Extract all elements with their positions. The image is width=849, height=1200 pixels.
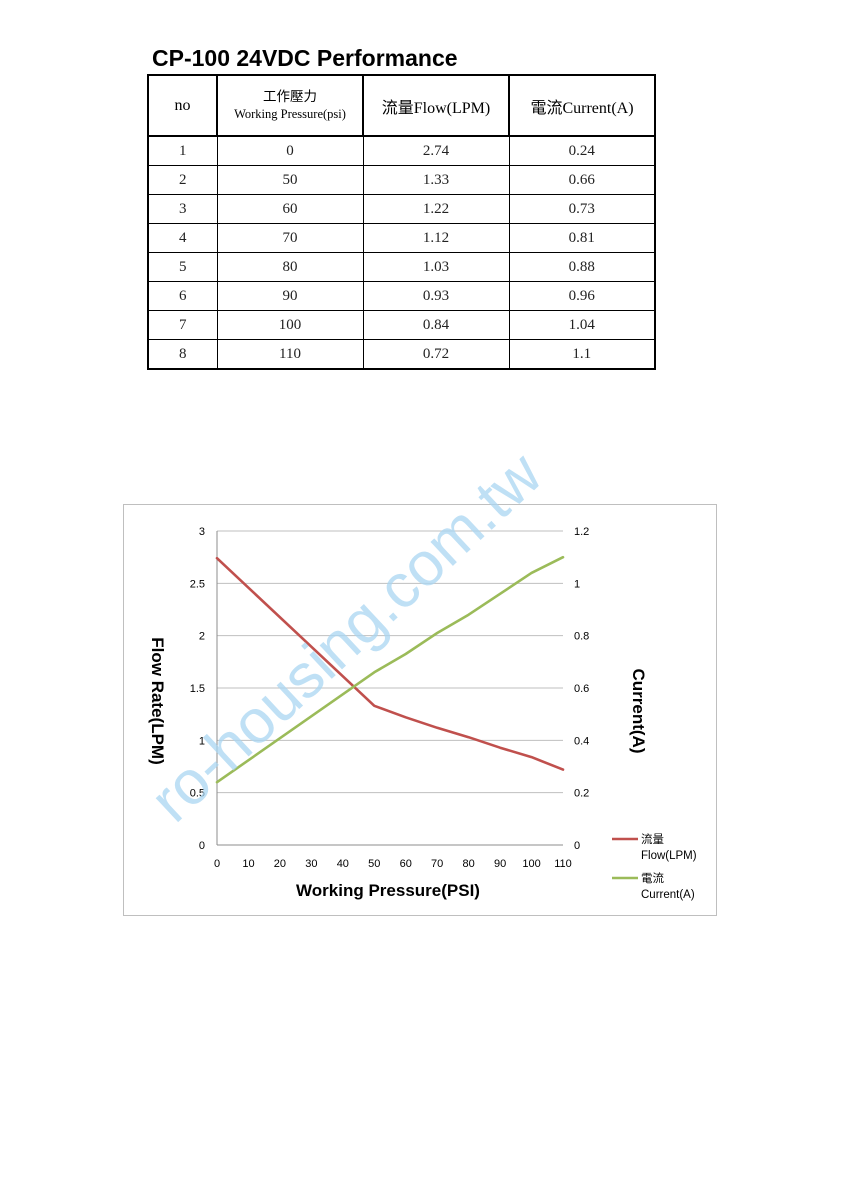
cell-pressure: 110 — [216, 339, 364, 370]
cell-current: 0.88 — [508, 252, 656, 282]
x-tick-label: 40 — [337, 858, 349, 870]
performance-table: no 工作壓力 Working Pressure(psi) 流量Flow(LPM… — [147, 74, 656, 370]
series-line-flow — [215, 556, 565, 771]
table-row: 8 110 0.72 1.1 — [147, 339, 656, 370]
cell-flow: 1.03 — [362, 252, 510, 282]
cell-no: 6 — [147, 281, 218, 311]
cell-flow: 2.74 — [362, 135, 510, 166]
cell-current: 0.66 — [508, 165, 656, 195]
cell-current: 1.04 — [508, 310, 656, 340]
cell-current: 0.96 — [508, 281, 656, 311]
series-line-current — [215, 555, 565, 784]
header-pressure-zh: 工作壓力 — [263, 89, 317, 104]
cell-pressure: 80 — [216, 252, 364, 282]
table-row: 4 70 1.12 0.81 — [147, 223, 656, 253]
x-axis-title: Working Pressure(PSI) — [296, 881, 480, 900]
cell-pressure: 60 — [216, 194, 364, 224]
cell-flow: 0.93 — [362, 281, 510, 311]
header-flow: 流量Flow(LPM) — [362, 74, 510, 137]
cell-pressure: 50 — [216, 165, 364, 195]
y2-tick-label: 0.2 — [574, 788, 589, 800]
cell-pressure: 100 — [216, 310, 364, 340]
cell-flow: 1.22 — [362, 194, 510, 224]
x-tick-label: 110 — [554, 858, 572, 870]
y-tick-label: 1.5 — [190, 683, 205, 695]
table-row: 6 90 0.93 0.96 — [147, 281, 656, 311]
y2-tick-label: 1 — [574, 578, 580, 590]
header-working-pressure: 工作壓力 Working Pressure(psi) — [216, 74, 364, 137]
y-tick-label: 2 — [199, 631, 205, 643]
performance-chart: 0 0.5 1 1.5 2 2.5 3 0 0.2 0.4 0.6 0.8 1 1.2 0 10 20 30 40 5… — [123, 504, 717, 916]
cell-no: 5 — [147, 252, 218, 282]
cell-no: 7 — [147, 310, 218, 340]
legend-label-current: 電流 — [641, 871, 664, 885]
table-header-row: no 工作壓力 Working Pressure(psi) 流量Flow(LPM… — [147, 74, 656, 137]
cell-no: 2 — [147, 165, 218, 195]
x-tick-label: 10 — [242, 858, 254, 870]
document-title: CP-100 24VDC Performance — [152, 45, 458, 71]
header-current: 電流Current(A) — [508, 74, 656, 137]
x-tick-label: 50 — [368, 858, 380, 870]
table-row: 5 80 1.03 0.88 — [147, 252, 656, 282]
cell-flow: 1.12 — [362, 223, 510, 253]
header-no: no — [147, 74, 218, 137]
legend-label-flow: 流量 — [641, 832, 664, 846]
cell-no: 3 — [147, 194, 218, 224]
y2-tick-label: 0.8 — [574, 631, 589, 643]
y-tick-label: 0.5 — [190, 788, 205, 800]
y-tick-label: 2.5 — [190, 578, 205, 590]
y-tick-label: 0 — [199, 840, 205, 852]
table-row: 1 0 2.74 0.24 — [147, 135, 656, 166]
x-tick-label: 30 — [305, 858, 317, 870]
cell-no: 4 — [147, 223, 218, 253]
cell-no: 8 — [147, 339, 218, 370]
cell-current: 0.24 — [508, 135, 656, 166]
y2-tick-label: 1.2 — [574, 526, 589, 538]
y2-tick-label: 0 — [574, 840, 580, 852]
cell-pressure: 90 — [216, 281, 364, 311]
cell-flow: 1.33 — [362, 165, 510, 195]
legend-label-current: Current(A) — [641, 889, 695, 901]
cell-current: 0.73 — [508, 194, 656, 224]
table-row: 3 60 1.22 0.73 — [147, 194, 656, 224]
y2-tick-label: 0.6 — [574, 683, 589, 695]
y-tick-label: 3 — [199, 526, 205, 538]
x-tick-label: 20 — [274, 858, 286, 870]
cell-pressure: 70 — [216, 223, 364, 253]
y2-axis-title: Current(A) — [629, 669, 648, 754]
x-tick-label: 60 — [400, 858, 412, 870]
table-row: 2 50 1.33 0.66 — [147, 165, 656, 195]
cell-flow: 0.84 — [362, 310, 510, 340]
cell-current: 0.81 — [508, 223, 656, 253]
legend-label-flow: Flow(LPM) — [641, 850, 697, 862]
y-tick-label: 1 — [199, 735, 205, 747]
cell-current: 1.1 — [508, 339, 656, 370]
cell-pressure: 0 — [216, 135, 364, 166]
x-tick-label: 100 — [522, 858, 540, 870]
x-tick-label: 70 — [431, 858, 443, 870]
x-tick-label: 80 — [463, 858, 475, 870]
cell-flow: 0.72 — [362, 339, 510, 370]
x-tick-label: 90 — [494, 858, 506, 870]
table-row: 7 100 0.84 1.04 — [147, 310, 656, 340]
y-axis-title: Flow Rate(LPM) — [148, 637, 167, 765]
header-pressure-en: Working Pressure(psi) — [234, 107, 346, 121]
cell-no: 1 — [147, 135, 218, 166]
x-tick-label: 0 — [214, 858, 220, 870]
y2-tick-label: 0.4 — [574, 735, 589, 747]
